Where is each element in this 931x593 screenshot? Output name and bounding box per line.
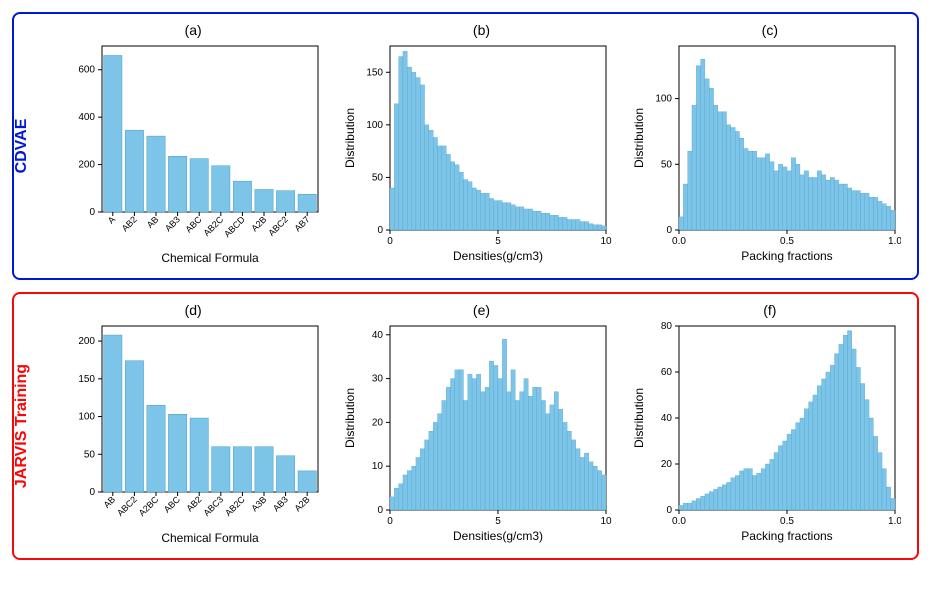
svg-text:ABC: ABC [162,494,183,515]
svg-text:AB2C: AB2C [202,214,226,238]
chart-e: (e) 0 10 20 30 40 Distribution 0 5 10 Densities(g… [342,302,620,550]
svg-text:Distribution: Distribution [343,388,357,448]
svg-text:A2B: A2B [293,494,312,513]
svg-text:400: 400 [78,112,95,123]
chart-d: (d) 050100150200ABABC2A2BCABCAB2ABC3AB2C… [54,302,332,550]
jarvis-label: JARVIS Training [13,326,31,526]
svg-text:100: 100 [367,120,384,131]
svg-text:100: 100 [78,412,95,423]
svg-text:Densities(g/cm3): Densities(g/cm3) [453,249,543,263]
svg-text:30: 30 [372,374,384,385]
jarvis-row: (d) 050100150200ABABC2A2BCABCAB2ABC3AB2C… [54,302,909,550]
chart-b-title: (b) [342,22,620,38]
svg-text:40: 40 [372,330,384,341]
svg-text:0: 0 [388,516,394,527]
chart-d-title: (d) [54,302,332,318]
cdvae-panel: CDVAE (a) 0200400600AAB2ABAB3ABCAB2CABCD… [12,12,919,280]
jarvis-panel: JARVIS Training (d) 050100150200ABABC2A2… [12,292,919,560]
svg-text:0: 0 [666,505,672,516]
svg-text:0.5: 0.5 [780,516,794,527]
svg-text:20: 20 [372,417,384,428]
svg-text:Distribution: Distribution [632,108,646,168]
svg-text:AB7: AB7 [293,214,312,233]
chart-e-title: (e) [342,302,620,318]
svg-text:A: A [106,214,117,225]
svg-text:ABC3: ABC3 [202,494,226,518]
cdvae-label: CDVAE [13,46,31,246]
svg-text:50: 50 [661,159,673,170]
svg-text:60: 60 [661,367,673,378]
svg-text:0: 0 [89,487,95,498]
chart-c-title: (c) [631,22,909,38]
svg-text:Distribution: Distribution [632,388,646,448]
svg-text:ABC2: ABC2 [266,214,290,238]
svg-text:80: 80 [661,321,673,332]
svg-text:0: 0 [388,236,394,247]
svg-text:AB2C: AB2C [223,494,247,518]
svg-text:50: 50 [84,449,96,460]
svg-text:Packing fractions: Packing fractions [741,249,832,263]
svg-text:AB: AB [145,214,161,230]
svg-text:0.5: 0.5 [780,236,794,247]
svg-text:AB3: AB3 [271,494,290,513]
svg-text:200: 200 [78,336,95,347]
chart-c: (c) 0 50 100 Distribution 0.0 0.5 1.0 Packing f… [631,22,909,270]
svg-text:ABCD: ABCD [222,214,247,239]
svg-text:0.0: 0.0 [672,516,686,527]
svg-text:A3B: A3B [249,494,268,513]
svg-text:Chemical Formula: Chemical Formula [161,251,259,265]
svg-text:100: 100 [655,94,672,105]
chart-a-title: (a) [54,22,332,38]
svg-text:AB2: AB2 [120,214,139,233]
svg-text:20: 20 [661,459,673,470]
svg-text:0: 0 [666,225,672,236]
svg-text:0: 0 [378,505,384,516]
svg-text:ABC2: ABC2 [115,494,139,518]
svg-text:40: 40 [661,413,673,424]
svg-text:A2BC: A2BC [137,494,161,518]
chart-a: (a) 0200400600AAB2ABAB3ABCAB2CABCDA2BABC… [54,22,332,270]
svg-text:0: 0 [89,207,95,218]
svg-text:Distribution: Distribution [343,108,357,168]
svg-text:Packing fractions: Packing fractions [741,529,832,543]
svg-text:10: 10 [601,516,613,527]
svg-text:1.0: 1.0 [888,516,901,527]
svg-text:50: 50 [372,172,384,183]
cdvae-row: (a) 0200400600AAB2ABAB3ABCAB2CABCDA2BABC… [54,22,909,270]
svg-text:5: 5 [496,516,502,527]
chart-f: (f) 0 20 40 60 80 Distribution 0.0 0.5 1.0 Packin… [631,302,909,550]
svg-text:10: 10 [601,236,613,247]
svg-text:AB: AB [102,494,118,510]
svg-text:10: 10 [372,461,384,472]
svg-text:150: 150 [78,374,95,385]
svg-text:Chemical Formula: Chemical Formula [161,531,259,545]
svg-text:200: 200 [78,160,95,171]
svg-text:0: 0 [378,225,384,236]
svg-text:Densities(g/cm3): Densities(g/cm3) [453,529,543,543]
svg-text:5: 5 [496,236,502,247]
chart-f-title: (f) [631,302,909,318]
svg-text:600: 600 [78,65,95,76]
svg-text:150: 150 [367,67,384,78]
svg-text:0.0: 0.0 [672,236,686,247]
svg-text:AB3: AB3 [163,214,182,233]
svg-text:1.0: 1.0 [888,236,901,247]
chart-b: (b) 0 50 100 150 Distribution 0 5 10 Densities(g… [342,22,620,270]
